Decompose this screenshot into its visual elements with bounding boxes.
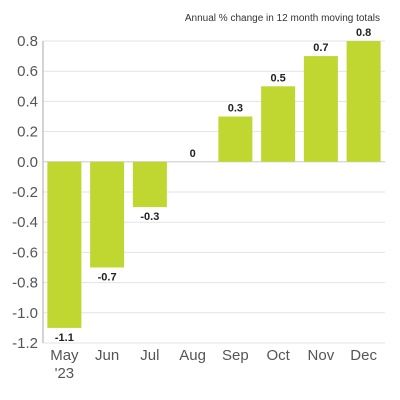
data-label: 0 <box>190 148 196 160</box>
y-tick-label: 0.6 <box>17 63 38 80</box>
bar-dec <box>346 41 381 162</box>
bar-sep <box>218 116 253 162</box>
data-label: -0.7 <box>98 272 117 284</box>
bar-may <box>47 161 82 328</box>
x-tick-label: May <box>50 347 79 364</box>
y-tick-label: 0.2 <box>17 124 38 141</box>
bar-oct <box>261 86 296 162</box>
x-tick-label: Sep <box>222 347 249 364</box>
bar-nov <box>303 56 338 162</box>
y-tick-label: -0.6 <box>12 244 38 261</box>
data-label: 0.3 <box>228 103 243 115</box>
y-tick-label: -0.4 <box>12 214 38 231</box>
y-tick-label: -1.0 <box>12 305 38 322</box>
chart-subtitle: Annual % change in 12 month moving total… <box>185 13 380 24</box>
bar-jun <box>90 161 125 268</box>
data-label: 0.8 <box>356 27 371 39</box>
x-tick-label: Jun <box>95 347 119 364</box>
x-tick-label: Nov <box>308 347 335 364</box>
data-label: -0.3 <box>140 211 159 223</box>
x-tick-sublabel: '23 <box>55 365 75 382</box>
bar-jul <box>132 161 167 208</box>
x-tick-label: Dec <box>350 347 377 364</box>
x-tick-label: Aug <box>179 347 206 364</box>
y-tick-label: -0.8 <box>12 275 38 292</box>
y-tick-label: 0.4 <box>17 93 38 110</box>
y-tick-label: -1.2 <box>12 335 38 352</box>
y-tick-label: 0.0 <box>17 154 38 171</box>
data-label: 0.5 <box>270 72 285 84</box>
data-label: 0.7 <box>313 42 328 54</box>
y-tick-label: -0.2 <box>12 184 38 201</box>
y-tick-label: 0.8 <box>17 33 38 50</box>
x-tick-label: Jul <box>140 347 159 364</box>
data-label: -1.1 <box>55 332 74 344</box>
x-tick-label: Oct <box>266 347 290 364</box>
